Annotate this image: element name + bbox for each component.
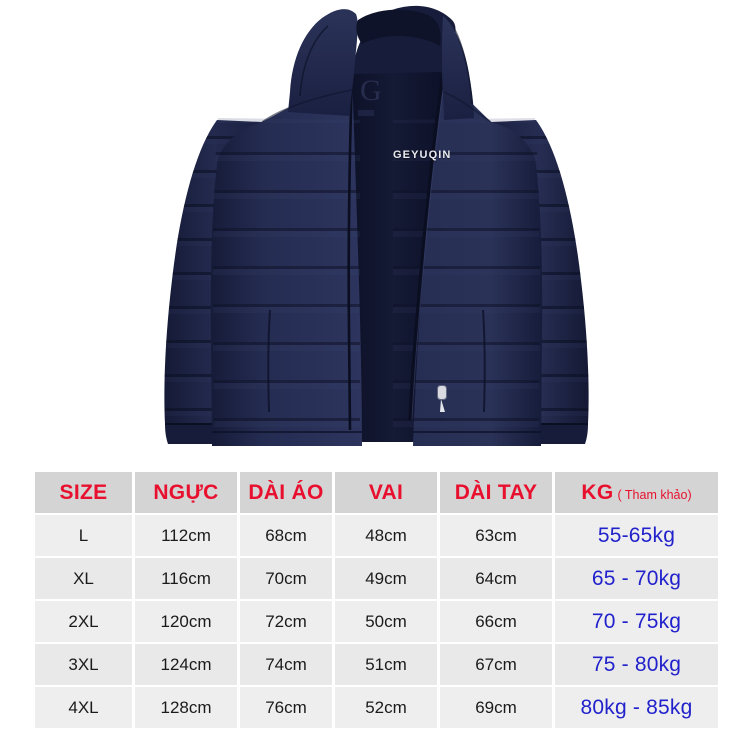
shoulder-cell: 49cm [335, 558, 440, 601]
size-cell: 2XL [35, 601, 135, 644]
length-cell: 72cm [240, 601, 335, 644]
header-row: SIZE NGỰC DÀI ÁO VAI DÀI TAY KG( Tham kh… [35, 472, 718, 515]
size-cell: 3XL [35, 644, 135, 687]
shoulder-cell: 51cm [335, 644, 440, 687]
size-cell: 4XL [35, 687, 135, 730]
shoulder-cell: 48cm [335, 515, 440, 558]
table-row: 3XL 124cm 74cm 51cm 67cm 75 - 80kg [35, 644, 718, 687]
column-header-weight: KG( Tham khảo) [555, 472, 718, 515]
left-pocket-seam [267, 309, 271, 413]
sleeve-cell: 66cm [440, 601, 555, 644]
chest-cell: 128cm [135, 687, 240, 730]
column-header-length: DÀI ÁO [240, 472, 335, 515]
right-shoulder-seam [443, 91, 492, 123]
table-row: 4XL 128cm 76cm 52cm 69cm 80kg - 85kg [35, 687, 718, 730]
weight-cell: 70 - 75kg [555, 601, 718, 644]
size-cell: XL [35, 558, 135, 601]
sleeve-cell: 63cm [440, 515, 555, 558]
sleeve-cell: 69cm [440, 687, 555, 730]
chest-cell: 124cm [135, 644, 240, 687]
size-chart-body: L 112cm 68cm 48cm 63cm 55-65kg XL 116cm 70cm 49cm… [35, 515, 718, 730]
column-header-chest: NGỰC [135, 472, 240, 515]
column-header-weight-note: ( Tham khảo) [617, 488, 692, 502]
length-cell: 70cm [240, 558, 335, 601]
jacket-left-body-panel [210, 74, 362, 446]
jacket-collar [288, 5, 474, 120]
chest-cell: 120cm [135, 601, 240, 644]
brand-logo: GEYUQIN [393, 149, 452, 161]
jacket-right-body-panel [393, 74, 543, 446]
zipper-pull [437, 385, 447, 412]
inner-brand-tag: G [358, 74, 382, 116]
chest-cell: 116cm [135, 558, 240, 601]
collar-left [288, 9, 358, 116]
size-chart-header: SIZE NGỰC DÀI ÁO VAI DÀI TAY KG( Tham kh… [35, 472, 718, 515]
weight-cell: 80kg - 85kg [555, 687, 718, 730]
size-chart-table: SIZE NGỰC DÀI ÁO VAI DÀI TAY KG( Tham kh… [35, 472, 718, 730]
shoulder-cell: 52cm [335, 687, 440, 730]
table-row: 2XL 120cm 72cm 50cm 66cm 70 - 75kg [35, 601, 718, 644]
right-pocket-seam [482, 309, 486, 413]
weight-cell: 65 - 70kg [555, 558, 718, 601]
shoulder-cell: 50cm [335, 601, 440, 644]
weight-cell: 75 - 80kg [555, 644, 718, 687]
size-cell: L [35, 515, 135, 558]
column-header-weight-main: KG [581, 481, 614, 504]
zipper-left-tape [347, 71, 354, 431]
sleeve-cell: 67cm [440, 644, 555, 687]
column-header-size: SIZE [35, 472, 135, 515]
column-header-sleeve: DÀI TAY [440, 472, 555, 515]
column-header-shoulder: VAI [335, 472, 440, 515]
jacket-illustration: G [164, 5, 589, 446]
length-cell: 76cm [240, 687, 335, 730]
chest-cell: 112cm [135, 515, 240, 558]
weight-cell: 55-65kg [555, 515, 718, 558]
length-cell: 68cm [240, 515, 335, 558]
table-row: L 112cm 68cm 48cm 63cm 55-65kg [35, 515, 718, 558]
left-shoulder-seam [261, 89, 353, 123]
table-row: XL 116cm 70cm 49cm 64cm 65 - 70kg [35, 558, 718, 601]
length-cell: 74cm [240, 644, 335, 687]
jacket-zipper [347, 67, 447, 431]
sleeve-cell: 64cm [440, 558, 555, 601]
product-image: G GEYUQIN [164, 5, 589, 446]
svg-text:G: G [360, 74, 382, 107]
collar-right [442, 16, 474, 120]
